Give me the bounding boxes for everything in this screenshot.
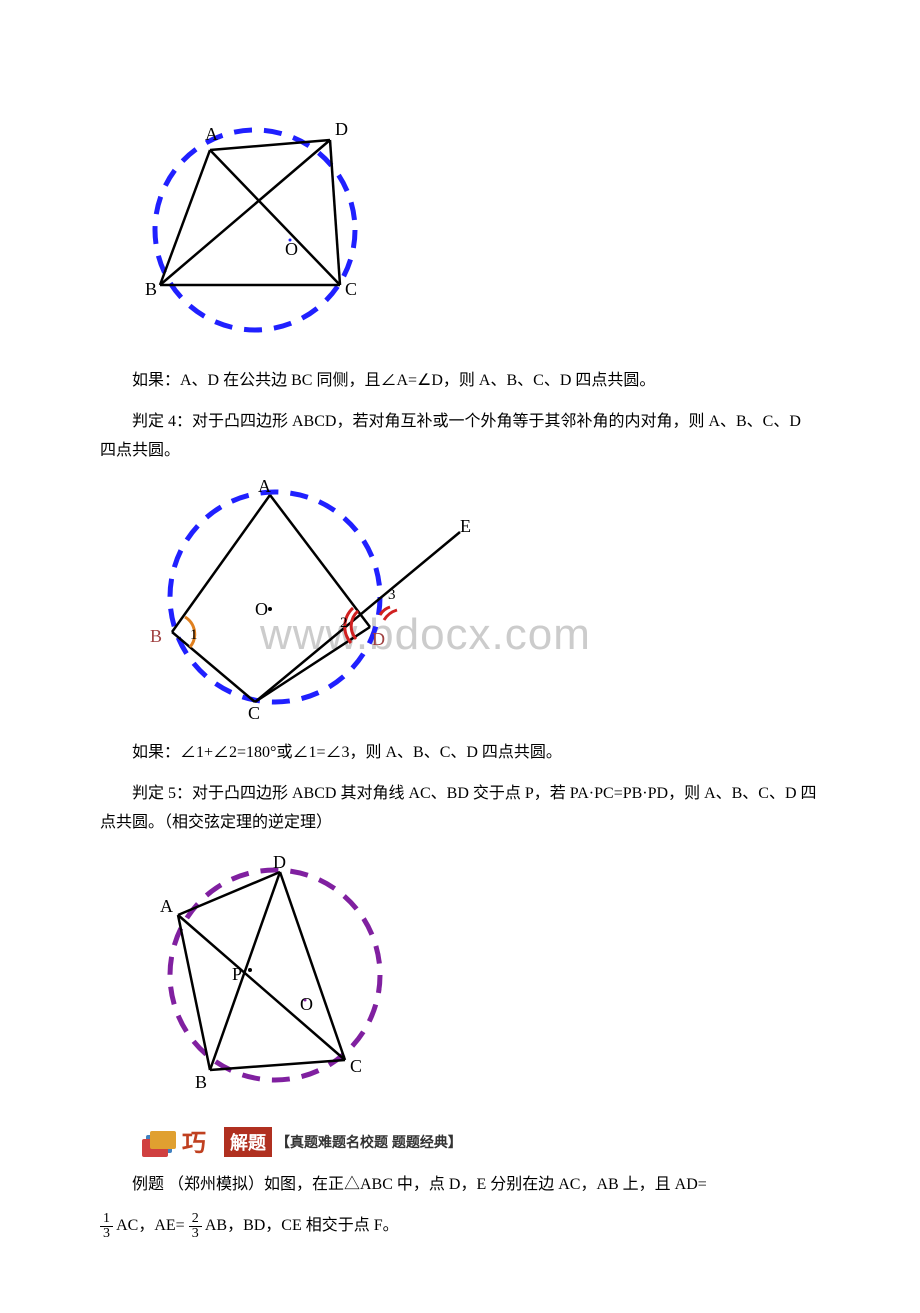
paragraph-3: 如果：∠1+∠2=180°或∠1=∠3，则 A、B、C、D 四点共圆。 bbox=[100, 739, 820, 768]
svg-text:C: C bbox=[350, 1056, 362, 1076]
diagram-1: A D B C O bbox=[140, 110, 840, 355]
svg-text:2: 2 bbox=[340, 615, 348, 631]
svg-text:D: D bbox=[372, 629, 385, 649]
paragraph-2: 判定 4：对于凸四边形 ABCD，若对角互补或一个外角等于其邻补角的内对角，则 … bbox=[100, 408, 820, 466]
svg-text:1: 1 bbox=[190, 627, 198, 643]
svg-text:B: B bbox=[150, 626, 162, 646]
banner-subtitle: 【真题难题名校题 题题经典】 bbox=[276, 1132, 462, 1152]
svg-text:O: O bbox=[300, 994, 313, 1014]
svg-text:D: D bbox=[335, 119, 348, 139]
svg-text:A: A bbox=[258, 477, 271, 496]
diagram-2: A B C D E O 1 2 3 bbox=[140, 477, 840, 727]
svg-text:A: A bbox=[160, 896, 173, 916]
paragraph-5-cont: 13 AC，AE= 23 AB，BD，CE 相交于点 F。 bbox=[100, 1212, 820, 1241]
svg-text:E: E bbox=[460, 516, 471, 536]
svg-text:D: D bbox=[273, 852, 286, 872]
paragraph-5: 例题 （郑州模拟）如图，在正△ABC 中，点 D，E 分别在边 AC，AB 上，… bbox=[100, 1171, 820, 1200]
document-content: A D B C O 如果：A、D 在公共边 BC 同侧，且∠A=∠D，则 A、B… bbox=[80, 110, 840, 1241]
svg-text:C: C bbox=[345, 279, 357, 299]
paragraph-1: 如果：A、D 在公共边 BC 同侧，且∠A=∠D，则 A、B、C、D 四点共圆。 bbox=[100, 367, 820, 396]
diagram-3: A D B C P O bbox=[140, 850, 840, 1105]
svg-text:3: 3 bbox=[388, 587, 396, 603]
banner-label: 解题 bbox=[224, 1127, 272, 1157]
book-icon: 巧 bbox=[140, 1125, 220, 1159]
svg-text:B: B bbox=[195, 1072, 207, 1092]
svg-text:A: A bbox=[205, 124, 218, 144]
paragraph-4: 判定 5：对于凸四边形 ABCD 其对角线 AC、BD 交于点 P，若 PA·P… bbox=[100, 780, 820, 838]
svg-text:O: O bbox=[285, 239, 298, 259]
svg-text:O: O bbox=[255, 599, 268, 619]
section-banner: 巧 解题 【真题难题名校题 题题经典】 bbox=[140, 1125, 840, 1159]
svg-text:P: P bbox=[232, 964, 242, 984]
svg-text:巧: 巧 bbox=[182, 1131, 206, 1157]
svg-text:C: C bbox=[248, 703, 260, 722]
svg-text:B: B bbox=[145, 279, 157, 299]
